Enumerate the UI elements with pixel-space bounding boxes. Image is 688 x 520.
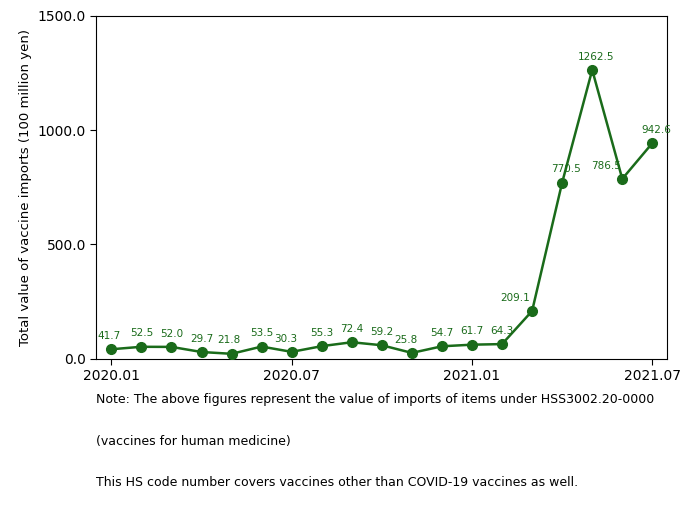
Text: 54.7: 54.7 xyxy=(430,328,453,338)
Text: 64.3: 64.3 xyxy=(491,326,514,336)
Text: Note: The above figures represent the value of imports of items under HSS3002.20: Note: The above figures represent the va… xyxy=(96,393,654,406)
Text: 52.0: 52.0 xyxy=(160,329,183,339)
Text: 30.3: 30.3 xyxy=(275,333,298,344)
Text: 41.7: 41.7 xyxy=(97,331,120,341)
Y-axis label: Total value of vaccine imports (100 million yen): Total value of vaccine imports (100 mill… xyxy=(19,29,32,346)
Text: 72.4: 72.4 xyxy=(340,324,363,334)
Text: 1262.5: 1262.5 xyxy=(578,51,614,61)
Text: This HS code number covers vaccines other than COVID-19 vaccines as well.: This HS code number covers vaccines othe… xyxy=(96,476,579,489)
Text: 21.8: 21.8 xyxy=(217,335,240,345)
Text: 52.5: 52.5 xyxy=(130,329,153,339)
Text: 209.1: 209.1 xyxy=(501,293,530,303)
Text: 29.7: 29.7 xyxy=(190,334,213,344)
Text: 53.5: 53.5 xyxy=(250,328,273,338)
Text: (vaccines for human medicine): (vaccines for human medicine) xyxy=(96,435,291,448)
Text: 25.8: 25.8 xyxy=(395,334,418,345)
Text: 942.6: 942.6 xyxy=(642,125,671,135)
Text: 59.2: 59.2 xyxy=(370,327,394,337)
Text: 786.5: 786.5 xyxy=(591,161,621,171)
Text: 55.3: 55.3 xyxy=(310,328,334,338)
Text: 770.5: 770.5 xyxy=(552,164,581,174)
Text: 61.7: 61.7 xyxy=(460,327,484,336)
